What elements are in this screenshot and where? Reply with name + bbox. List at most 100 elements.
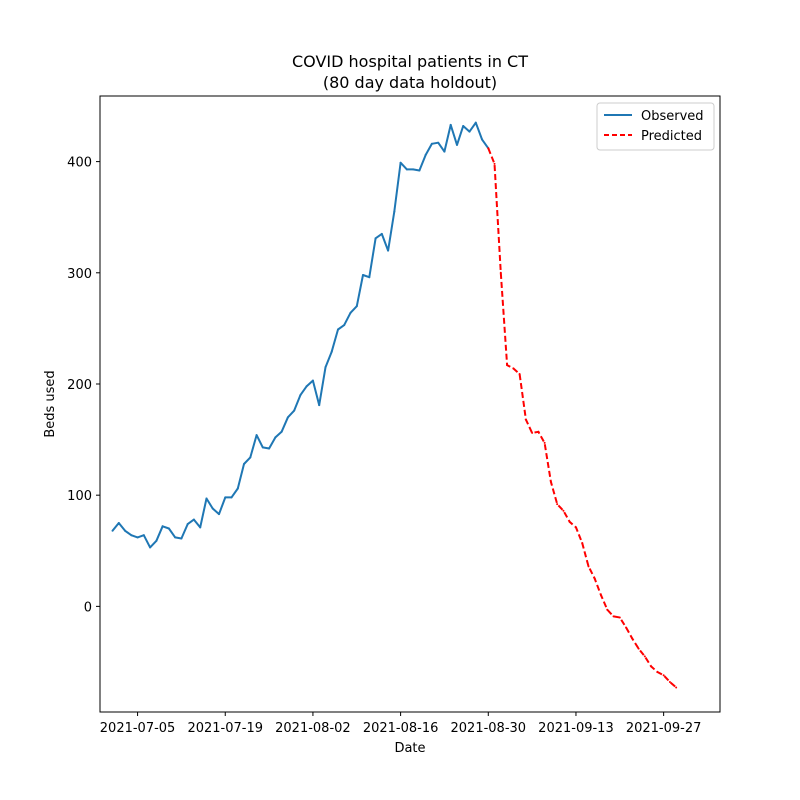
predicted-data-point [637, 647, 640, 650]
observed-data-point [324, 366, 327, 369]
observed-data-point [399, 161, 402, 164]
observed-data-point [224, 496, 227, 499]
observed-data-point [430, 142, 433, 145]
observed-data-point [249, 456, 252, 459]
observed-data-point [318, 404, 321, 407]
predicted-data-point [600, 594, 603, 597]
predicted-data-point [549, 480, 552, 483]
observed-data-point [243, 463, 246, 466]
observed-data-point [142, 534, 145, 537]
legend: Observed Predicted [596, 102, 715, 151]
observed-series-line [111, 121, 490, 549]
observed-data-point [418, 169, 421, 172]
observed-data-point [368, 276, 371, 279]
observed-data-point [155, 539, 158, 542]
x-tick-label: 2021-07-05 [100, 721, 176, 736]
observed-data-point [462, 125, 465, 128]
predicted-data-point [499, 271, 502, 274]
predicted-data-point [524, 418, 527, 421]
x-tick-label: 2021-08-16 [363, 721, 439, 736]
observed-data-point [481, 138, 484, 141]
observed-data-point [199, 526, 202, 529]
y-tick-label: 200 [67, 378, 92, 393]
observed-data-point [161, 525, 164, 528]
observed-data-point [293, 409, 296, 412]
observed-data-point [268, 447, 271, 450]
observed-data-point [117, 521, 120, 524]
observed-data-point [230, 496, 233, 499]
observed-data-point [455, 143, 458, 146]
observed-data-point [343, 324, 346, 327]
observed-data-point [380, 232, 383, 235]
observed-data-point [192, 518, 195, 521]
observed-data-point [124, 529, 127, 532]
series-layer [111, 121, 678, 689]
x-tick-label: 2021-09-27 [626, 721, 702, 736]
predicted-data-point [668, 680, 671, 683]
observed-data-point [136, 536, 139, 539]
observed-data-point [255, 434, 258, 437]
observed-data-point [405, 168, 408, 171]
predicted-data-point [487, 147, 490, 150]
predicted-data-point [650, 665, 653, 668]
predicted-data-point [643, 655, 646, 658]
x-tick-label: 2021-08-02 [275, 721, 351, 736]
observed-data-point [449, 123, 452, 126]
predicted-data-point [562, 509, 565, 512]
observed-data-point [130, 534, 133, 537]
observed-data-point [299, 394, 302, 397]
predicted-data-point [675, 686, 678, 689]
legend-observed-label: Observed [641, 109, 704, 124]
observed-data-point [311, 379, 314, 382]
observed-data-point [412, 168, 415, 171]
y-tick-label: 400 [67, 156, 92, 171]
predicted-data-point [537, 430, 540, 433]
predicted-data-point [568, 520, 571, 523]
predicted-data-point [631, 637, 634, 640]
predicted-data-point [512, 367, 515, 370]
observed-data-point [205, 497, 208, 500]
observed-data-point [236, 487, 239, 490]
observed-data-point [468, 130, 471, 133]
x-axis-ticks: 2021-07-05 2021-07-19 2021-08-02 2021-08-16… [100, 712, 702, 736]
y-tick-label: 100 [67, 489, 92, 504]
predicted-series-line [487, 147, 677, 689]
observed-data-point [174, 536, 177, 539]
predicted-data-point [556, 503, 559, 506]
predicted-data-point [656, 670, 659, 673]
x-tick-label: 2021-09-13 [538, 721, 614, 736]
x-tick-label: 2021-07-19 [187, 721, 263, 736]
predicted-data-point [574, 526, 577, 529]
observed-data-point [111, 529, 114, 532]
observed-data-point [349, 311, 352, 314]
observed-data-point [393, 210, 396, 213]
predicted-data-point [543, 441, 546, 444]
observed-data-point [286, 416, 289, 419]
chart-title: COVID hospital patients in CT [292, 52, 528, 71]
observed-data-point [374, 237, 377, 240]
y-tick-label: 300 [67, 267, 92, 282]
predicted-data-point [625, 626, 628, 629]
predicted-data-point [531, 431, 534, 434]
predicted-data-point [581, 541, 584, 544]
observed-data-point [274, 436, 277, 439]
predicted-data-point [593, 577, 596, 580]
predicted-data-point [493, 162, 496, 165]
observed-data-point [186, 523, 189, 526]
observed-data-point [355, 305, 358, 308]
observed-data-point [261, 446, 264, 449]
plot-frame [99, 95, 721, 713]
observed-data-point [149, 546, 152, 549]
y-axis-ticks: 0 100 200 300 400 [67, 156, 100, 615]
predicted-data-point [587, 565, 590, 568]
x-tick-label: 2021-08-30 [451, 721, 527, 736]
observed-data-point [217, 513, 220, 516]
legend-predicted-label: Predicted [641, 129, 702, 144]
observed-data-point [167, 527, 170, 530]
observed-data-point [387, 249, 390, 252]
observed-data-point [180, 537, 183, 540]
observed-data-point [443, 150, 446, 153]
predicted-data-point [606, 608, 609, 611]
predicted-data-point [518, 372, 521, 375]
